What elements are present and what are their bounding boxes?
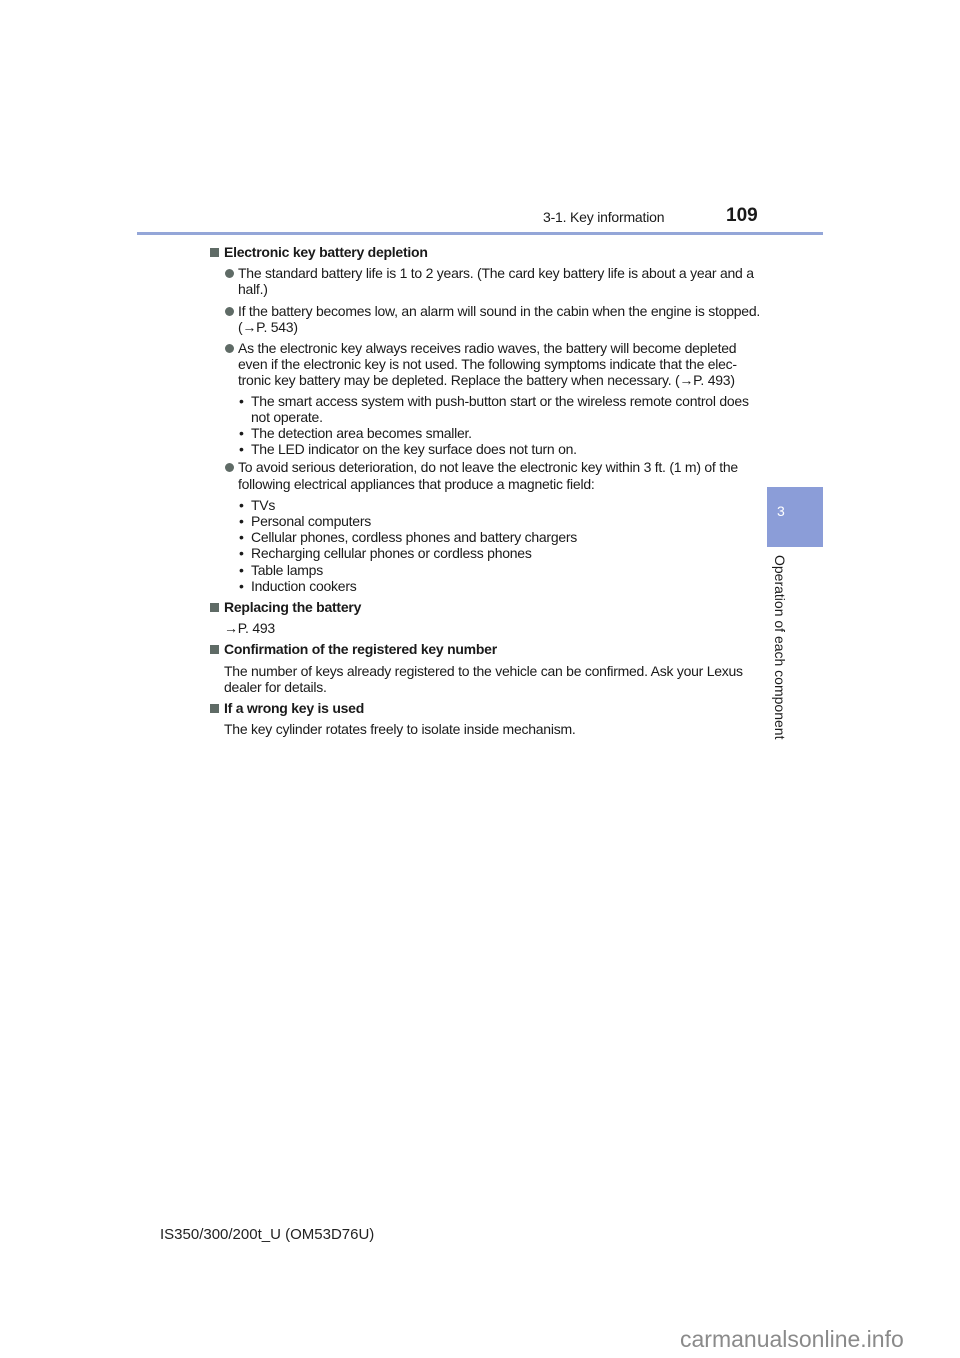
page-body: Electronic key battery depletion The sta… [210, 244, 770, 742]
chapter-tab: 3 [767, 487, 823, 547]
list-item: • The detection area becomes smaller. [239, 425, 472, 442]
chapter-title-vertical: Operation of each component [770, 555, 790, 755]
chapter-number: 3 [777, 503, 785, 519]
chapter-title: Operation of each component [772, 555, 788, 740]
circle-bullet-icon [225, 306, 234, 316]
circle-bullet-icon [225, 463, 234, 473]
section-heading: If a wrong key is used [210, 700, 770, 716]
page-number: 109 [726, 205, 758, 226]
square-bullet-icon [210, 603, 219, 613]
section-heading: Replacing the battery [210, 599, 770, 615]
bullet-paragraph: To avoid serious deterioration, do not l… [210, 459, 770, 492]
bullet-paragraph: As the electronic key always receives ra… [210, 340, 770, 389]
header-rule [137, 232, 823, 235]
list-item: • Table lamps [239, 561, 323, 578]
list-item: • Induction cookers [239, 577, 357, 594]
bullet-paragraph: The standard battery life is 1 to 2 year… [210, 265, 770, 297]
list-item: • Personal computers [239, 513, 372, 530]
list-item: • Cellular phones, cordless phones and ba… [239, 529, 578, 546]
list-item: • TVs [239, 496, 276, 513]
list-item: • The smart access system with push-butto… [239, 392, 749, 425]
watermark: carmanualsonline.info [680, 1326, 904, 1352]
section-heading: Electronic key battery depletion [210, 244, 770, 260]
paragraph: The key cylinder rotates freely to isola… [224, 721, 576, 738]
page-reference: →P. 493 [224, 620, 275, 637]
section-heading: Confirmation of the registered key numbe… [210, 641, 770, 657]
symptom-list: • The smart access system with push-butto… [210, 393, 770, 458]
list-item: • The LED indicator on the key surface do… [239, 441, 577, 458]
footer-model-code: IS350/300/200t_U (OM53D76U) [160, 1226, 375, 1243]
circle-bullet-icon [225, 269, 234, 279]
square-bullet-icon [210, 645, 219, 655]
paragraph: The number of keys already registered to… [224, 662, 743, 695]
bullet-paragraph: If the battery becomes low, an alarm wil… [210, 303, 770, 335]
list-item: • Recharging cellular phones or cordless … [239, 545, 532, 562]
circle-bullet-icon [225, 344, 234, 354]
square-bullet-icon [210, 248, 219, 257]
section-title: 3-1. Key information [543, 209, 665, 225]
square-bullet-icon [210, 704, 219, 714]
appliance-list: • TVs • Personal computers • Cellular phone… [210, 497, 770, 594]
